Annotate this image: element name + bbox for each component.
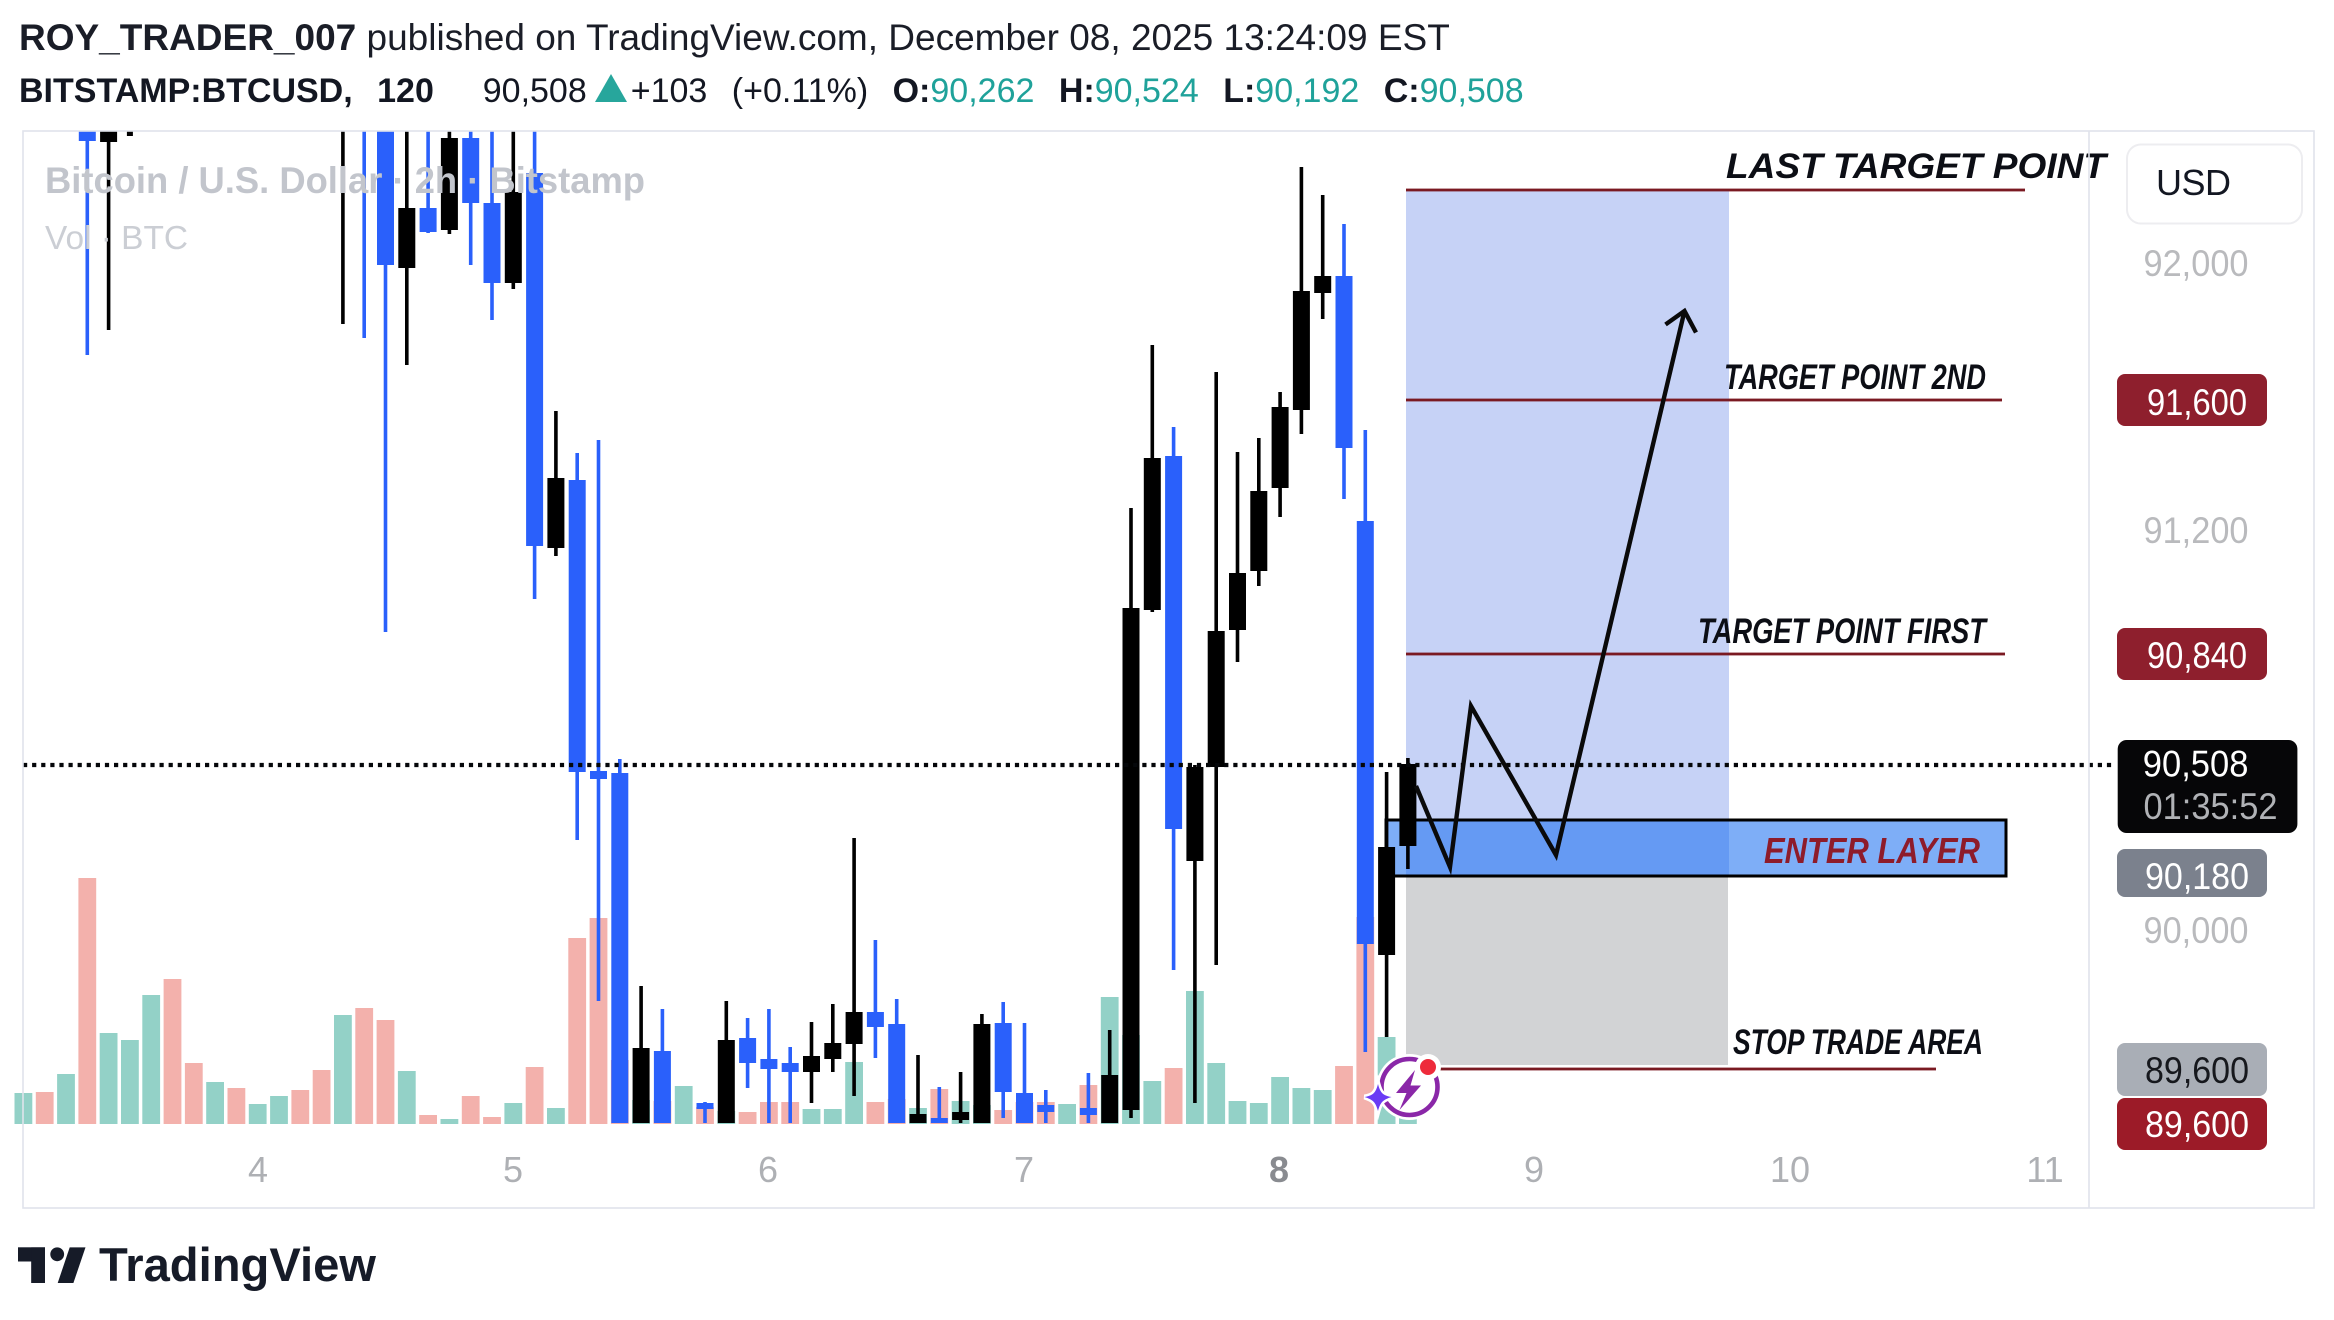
svg-text:10: 10 [1770,1149,1810,1190]
svg-text:90,840: 90,840 [2147,635,2247,676]
svg-text:90,000: 90,000 [2144,910,2249,951]
svg-text:LAST TARGET POINT: LAST TARGET POINT [1726,147,2109,186]
svg-text:8: 8 [1269,1149,1289,1190]
svg-text:91,200: 91,200 [2144,510,2249,551]
svg-text:90,508: 90,508 [2143,744,2249,785]
svg-text:11: 11 [2026,1149,2063,1190]
svg-text:91,600: 91,600 [2147,382,2247,423]
svg-text:5: 5 [503,1149,523,1190]
svg-text:TARGET POINT FIRST: TARGET POINT FIRST [1698,612,1988,651]
svg-text:6: 6 [758,1149,778,1190]
svg-text:7: 7 [1014,1149,1034,1190]
svg-text:ENTER LAYER: ENTER LAYER [1764,830,1980,871]
svg-text:01:35:52: 01:35:52 [2144,786,2278,827]
svg-text:USD: USD [2156,162,2231,203]
svg-text:TARGET POINT 2ND: TARGET POINT 2ND [1724,358,1986,397]
svg-text:89,600: 89,600 [2145,1050,2249,1091]
svg-text:Vol · BTC: Vol · BTC [45,219,188,256]
svg-text:4: 4 [248,1149,268,1190]
svg-text:92,000: 92,000 [2144,243,2249,284]
svg-text:9: 9 [1524,1149,1544,1190]
svg-text:89,600: 89,600 [2145,1104,2249,1145]
svg-text:90,180: 90,180 [2145,856,2249,897]
svg-text:STOP TRADE AREA: STOP TRADE AREA [1733,1023,1983,1062]
svg-text:Bitcoin / U.S. Dollar · 2h · B: Bitcoin / U.S. Dollar · 2h · Bitstamp [45,160,645,201]
svg-text:TradingView: TradingView [99,1238,376,1291]
